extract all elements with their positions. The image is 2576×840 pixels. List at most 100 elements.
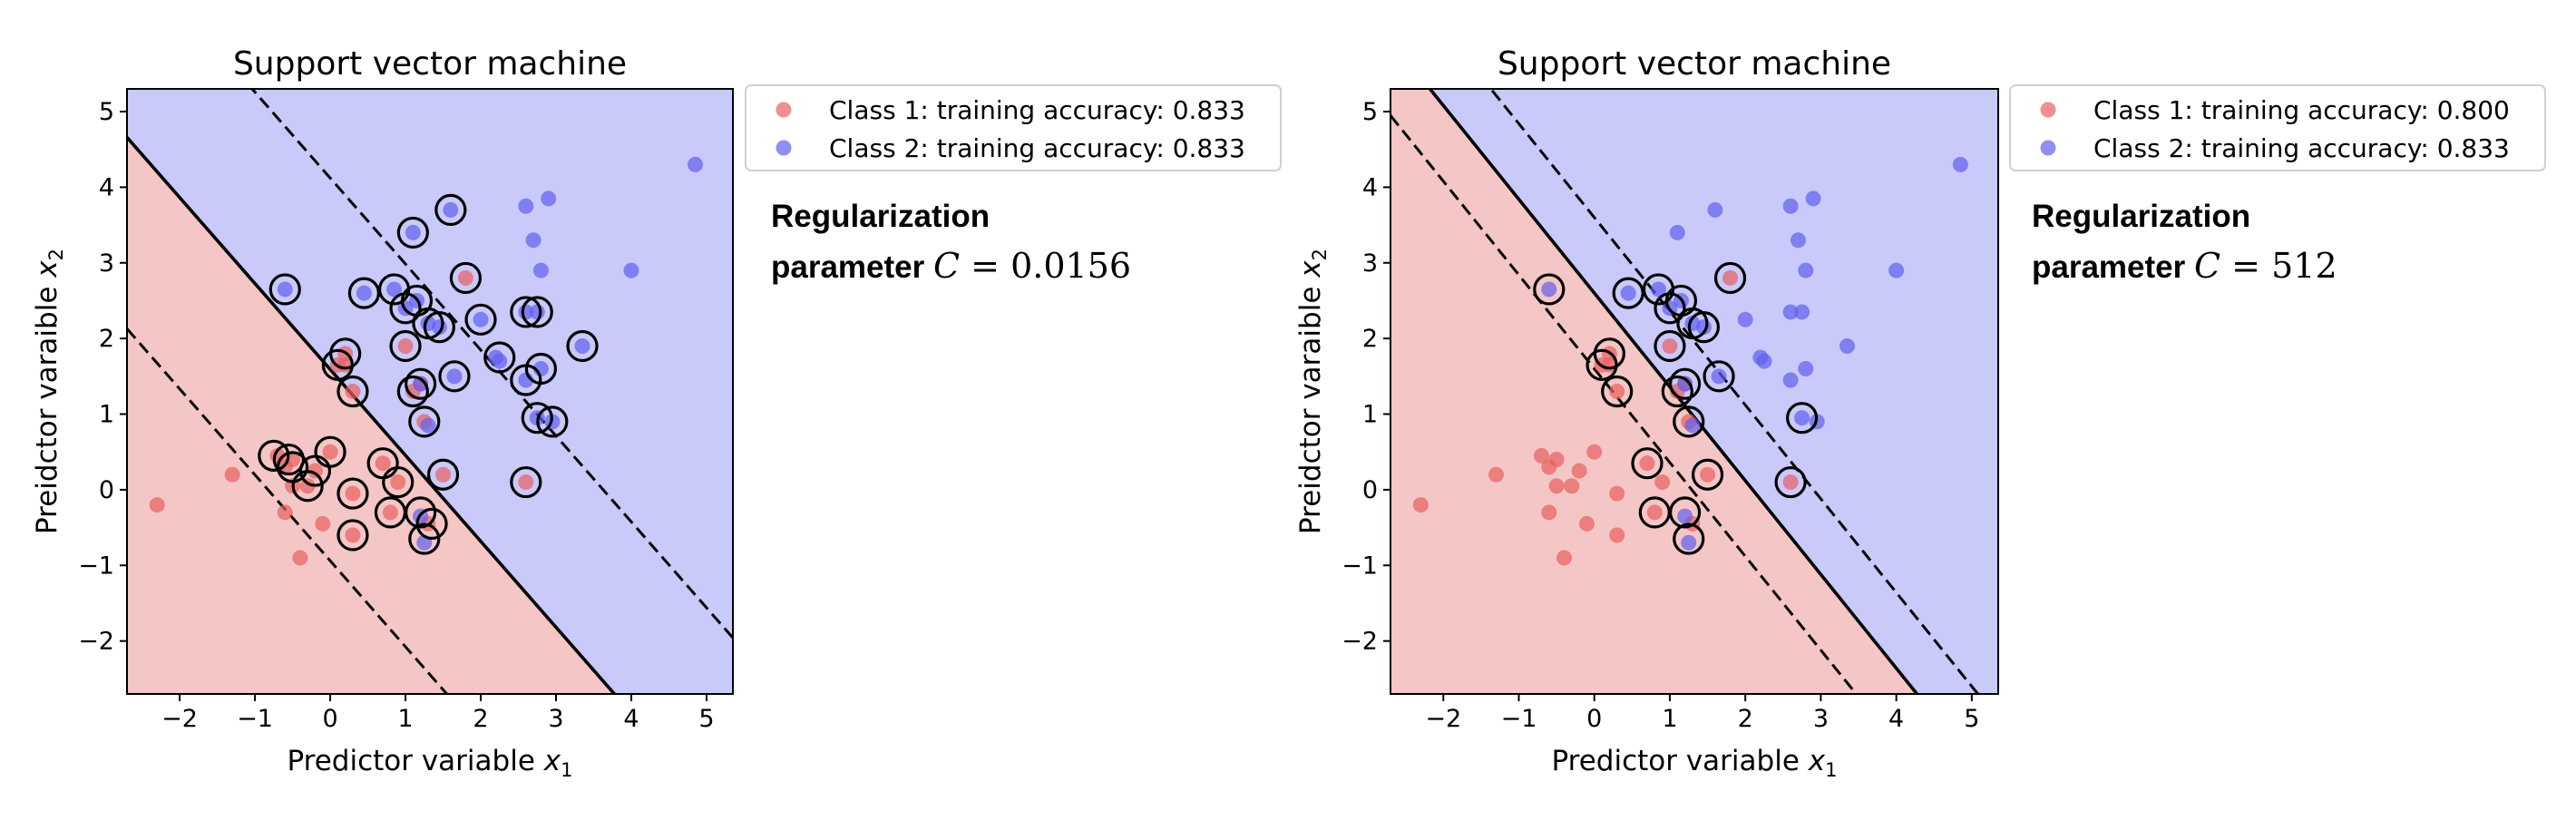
data-point-class1 — [1654, 474, 1671, 491]
support-vector-ring — [566, 329, 599, 363]
x-tick-label: 5 — [698, 705, 714, 733]
legend-marker-class1 — [776, 102, 792, 118]
data-point-class1 — [1609, 485, 1625, 502]
data-point-class2 — [1756, 353, 1772, 369]
support-vector-ring — [449, 261, 483, 295]
data-point-class2 — [1798, 360, 1814, 376]
support-vector-ring — [405, 496, 437, 529]
data-point-class1 — [1533, 447, 1549, 464]
annotation-math: C = 512 — [2194, 246, 2337, 286]
support-vector-ring — [337, 375, 369, 408]
data-point-class2 — [541, 190, 557, 207]
data-point-class2 — [525, 232, 542, 249]
support-vector-ring — [423, 311, 455, 344]
support-vector-ring — [329, 337, 362, 370]
support-vector-ring — [1668, 496, 1702, 529]
x-axis-label: Predictor variable x1 — [1552, 745, 1838, 781]
data-point-class2 — [1711, 368, 1727, 385]
data-point-class2 — [492, 353, 508, 369]
data-point-class2 — [1805, 190, 1821, 207]
data-point-class1 — [435, 466, 452, 483]
data-point-class2 — [1794, 304, 1810, 320]
chart-panel-1: −2 −1 0 1 2 3 4 5 −2 −1 0 1 2 3 4 5 Support vector machi… — [31, 45, 1282, 781]
support-vector-ring — [1673, 523, 1705, 555]
support-vector-ring — [405, 367, 437, 400]
data-point-class2 — [1782, 304, 1799, 320]
annotation-value: 0.0156 — [1010, 246, 1132, 286]
data-point-class2 — [1790, 232, 1806, 249]
data-point-class2 — [420, 417, 436, 434]
x-tick-label: 2 — [1738, 705, 1753, 733]
data-point-class1 — [345, 527, 361, 543]
legend-marker-class2 — [776, 140, 792, 156]
support-vector-ring — [389, 329, 422, 363]
legend-label-class1: Class 1: training accuracy: 0.833 — [829, 95, 1245, 125]
support-vector-ring — [1713, 261, 1747, 295]
data-point-class2 — [1681, 534, 1697, 551]
annotation-eq: = — [2231, 246, 2261, 286]
data-point-class2 — [1888, 262, 1905, 278]
axes-frame — [1390, 88, 1999, 695]
class2-region — [127, 89, 733, 694]
decision-boundary — [125, 136, 616, 696]
y-tick-label: 5 — [1362, 98, 1378, 126]
support-vector-ring — [524, 352, 557, 386]
y-tick-label: 4 — [1362, 173, 1378, 201]
x-tick-label: −1 — [237, 705, 273, 733]
data-point-class1 — [1541, 504, 1557, 521]
support-vector-ring — [396, 216, 429, 249]
data-point-class2 — [529, 304, 545, 320]
y-axis-label: Preidctor varaible x2 — [1294, 249, 1331, 534]
data-point-class2 — [1798, 262, 1814, 278]
data-point-class1 — [397, 337, 414, 354]
data-point-class2 — [413, 376, 429, 392]
support-vector-ring — [464, 303, 497, 336]
support-vector-ring — [1668, 367, 1702, 400]
data-point-class1 — [457, 269, 473, 286]
support-vector-ring — [1786, 402, 1819, 435]
support-vector-ring — [408, 523, 441, 555]
legend-box — [745, 84, 1282, 171]
data-point-class2 — [1952, 156, 1968, 172]
annotation-symbol: C — [933, 246, 961, 286]
data-point-class1 — [315, 515, 331, 532]
data-point-class1 — [390, 474, 406, 491]
y-tick-label: 1 — [1362, 401, 1378, 429]
data-point-class2 — [1707, 201, 1723, 218]
data-point-class2 — [623, 262, 639, 278]
regularization-annotation-right: Regularization parameter C = 512 — [2032, 192, 2337, 292]
x-tick-label: 1 — [397, 705, 413, 733]
y-tick-label: 0 — [99, 476, 114, 504]
y-axis-label: Preidctor varaible x2 — [31, 249, 67, 534]
data-point-class1 — [307, 463, 323, 479]
data-point-class1 — [1578, 515, 1595, 532]
y-tick-label: −2 — [78, 628, 114, 656]
data-point-class1 — [1488, 466, 1505, 483]
support-vector-ring — [382, 465, 415, 499]
legend-label-class2: Class 2: training accuracy: 0.833 — [829, 133, 1245, 163]
legend-label-class1: Class 1: training accuracy: 0.800 — [2093, 95, 2510, 125]
x-tick-label: 0 — [1586, 705, 1602, 733]
data-point-class1 — [1782, 474, 1799, 491]
legend: Class 1: training accuracy: 0.833 Class 2… — [745, 84, 1282, 171]
support-vector-ring — [1691, 458, 1724, 491]
support-vector-ring — [268, 273, 301, 306]
annotation-line1: Regularization — [771, 199, 990, 234]
support-vector-ring — [337, 519, 369, 552]
data-point-class1 — [1700, 466, 1716, 483]
data-point-class1 — [1564, 478, 1580, 494]
y-tick-label: 2 — [1362, 325, 1378, 353]
support-vector-ring — [291, 470, 324, 503]
data-point-class2 — [1620, 285, 1636, 301]
y-tick-label: 3 — [1362, 249, 1378, 278]
data-point-class1 — [1412, 497, 1429, 513]
x-tick-label: 2 — [473, 705, 488, 733]
support-vector-ring — [1774, 465, 1807, 499]
support-vector-ring — [434, 193, 467, 226]
data-point-class2 — [574, 337, 590, 354]
data-point-class2 — [446, 368, 463, 385]
support-vector-ring — [1612, 277, 1644, 309]
support-vector-ring — [521, 296, 553, 328]
data-point-class1 — [1722, 269, 1739, 286]
x-tick-label: 3 — [1813, 705, 1829, 733]
